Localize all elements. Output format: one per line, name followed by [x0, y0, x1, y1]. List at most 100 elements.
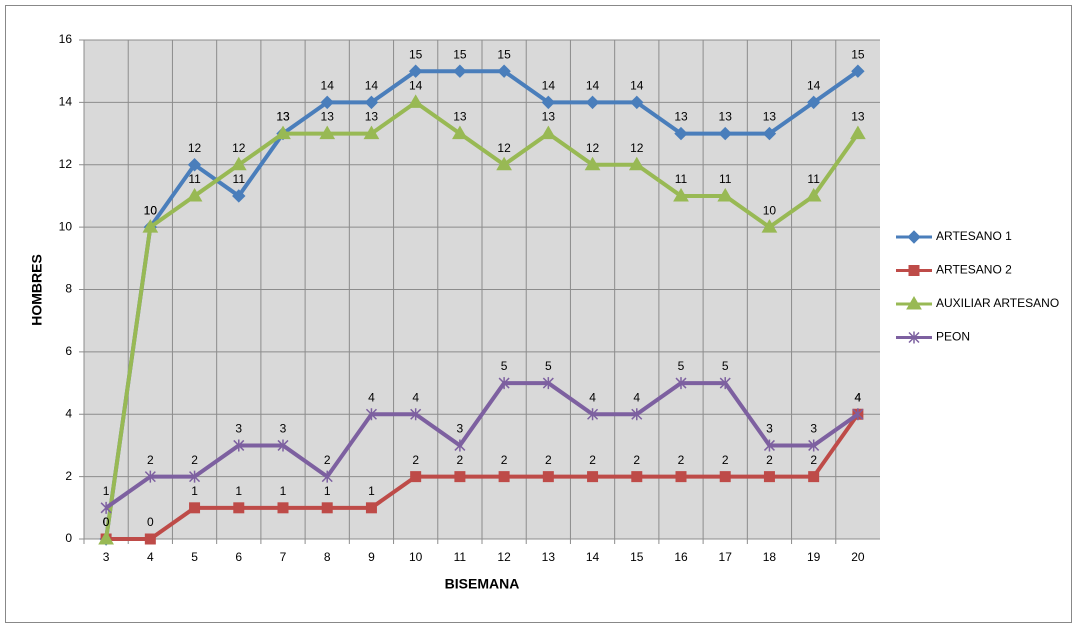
series-line: [104, 69, 860, 540]
marker: [453, 64, 467, 78]
marker: [230, 156, 247, 171]
data-label: 14: [365, 79, 379, 93]
data-label: 5: [501, 359, 508, 373]
data-label: 0: [147, 515, 154, 529]
data-label: 14: [542, 79, 556, 93]
data-label: 4: [855, 390, 862, 404]
data-label: 13: [763, 110, 777, 124]
marker: [542, 471, 554, 483]
x-tick-label: 8: [324, 550, 331, 564]
data-label: 4: [633, 390, 640, 404]
marker: [631, 408, 643, 421]
data-label: 13: [321, 110, 335, 124]
marker: [674, 126, 688, 141]
data-label: 13: [674, 110, 688, 124]
marker: [320, 95, 334, 110]
marker: [454, 471, 466, 483]
data-label: 5: [678, 359, 685, 373]
data-label: 13: [542, 110, 556, 124]
marker: [805, 187, 822, 202]
marker: [498, 377, 510, 390]
marker: [365, 502, 377, 514]
marker: [364, 95, 379, 110]
data-label: 4: [368, 390, 375, 404]
data-label: 2: [810, 453, 817, 467]
data-label: 2: [722, 453, 729, 467]
x-tick-label: 4: [147, 550, 154, 564]
y-tick-label: 4: [65, 406, 72, 420]
data-label: 1: [235, 484, 242, 498]
data-label: 2: [147, 453, 154, 467]
y-tick-label: 10: [59, 219, 73, 233]
data-label: 12: [630, 141, 644, 155]
data-label: 2: [766, 453, 773, 467]
x-tick-label: 18: [763, 550, 777, 564]
data-label: 11: [807, 172, 820, 186]
marker: [851, 64, 865, 78]
marker: [454, 439, 466, 452]
x-tick-label: 11: [454, 550, 467, 564]
marker: [806, 95, 821, 110]
data-label: 15: [851, 47, 865, 61]
data-label: 13: [365, 110, 379, 124]
marker: [631, 471, 643, 483]
data-label: 10: [763, 203, 777, 217]
data-label: 12: [232, 141, 246, 155]
x-tick-label: 19: [807, 550, 821, 564]
x-tick-label: 15: [630, 550, 644, 564]
marker: [189, 502, 201, 514]
data-label: 4: [412, 390, 419, 404]
x-tick-label: 3: [103, 550, 110, 564]
y-tick-label: 6: [65, 344, 72, 358]
data-label: 2: [457, 453, 464, 467]
legend-marker: [908, 265, 920, 276]
data-label: 2: [191, 453, 198, 467]
data-label: 2: [501, 453, 508, 467]
marker: [850, 125, 866, 140]
data-label: 2: [633, 453, 640, 467]
marker: [630, 95, 644, 110]
marker: [410, 408, 422, 421]
marker: [321, 470, 333, 483]
marker: [762, 126, 777, 141]
marker: [673, 187, 689, 202]
marker: [232, 189, 246, 203]
data-label: 15: [453, 47, 467, 61]
marker: [144, 470, 156, 483]
marker: [808, 471, 820, 483]
marker: [233, 439, 245, 452]
data-label: 1: [324, 484, 331, 498]
data-label: 1: [368, 484, 375, 498]
y-tick-label: 0: [65, 531, 72, 545]
data-label: 13: [276, 110, 290, 124]
data-label: 11: [719, 172, 732, 186]
x-tick-label: 13: [542, 550, 556, 564]
marker: [410, 471, 422, 483]
marker: [363, 125, 380, 140]
series-line: [106, 413, 860, 541]
data-label: 12: [188, 141, 202, 155]
marker: [142, 219, 159, 233]
marker: [498, 471, 510, 483]
data-label: 2: [678, 453, 685, 467]
data-label: 14: [409, 79, 423, 93]
data-label: 13: [851, 110, 865, 124]
data-label: 15: [409, 47, 423, 61]
data-label: 13: [719, 110, 733, 124]
legend-marker: [907, 230, 921, 244]
data-label: 4: [855, 390, 862, 404]
data-label: 1: [280, 484, 287, 498]
data-label: 5: [722, 359, 729, 373]
marker: [319, 125, 336, 140]
x-tick-label: 12: [497, 550, 511, 564]
data-label: 10: [144, 203, 158, 217]
marker: [542, 377, 554, 390]
data-label: 14: [807, 79, 821, 93]
marker: [540, 125, 557, 140]
marker: [321, 502, 333, 514]
data-label: 14: [586, 79, 600, 93]
data-label: 4: [589, 390, 596, 404]
data-label: 3: [280, 422, 287, 436]
marker: [407, 94, 424, 108]
marker: [763, 471, 775, 483]
